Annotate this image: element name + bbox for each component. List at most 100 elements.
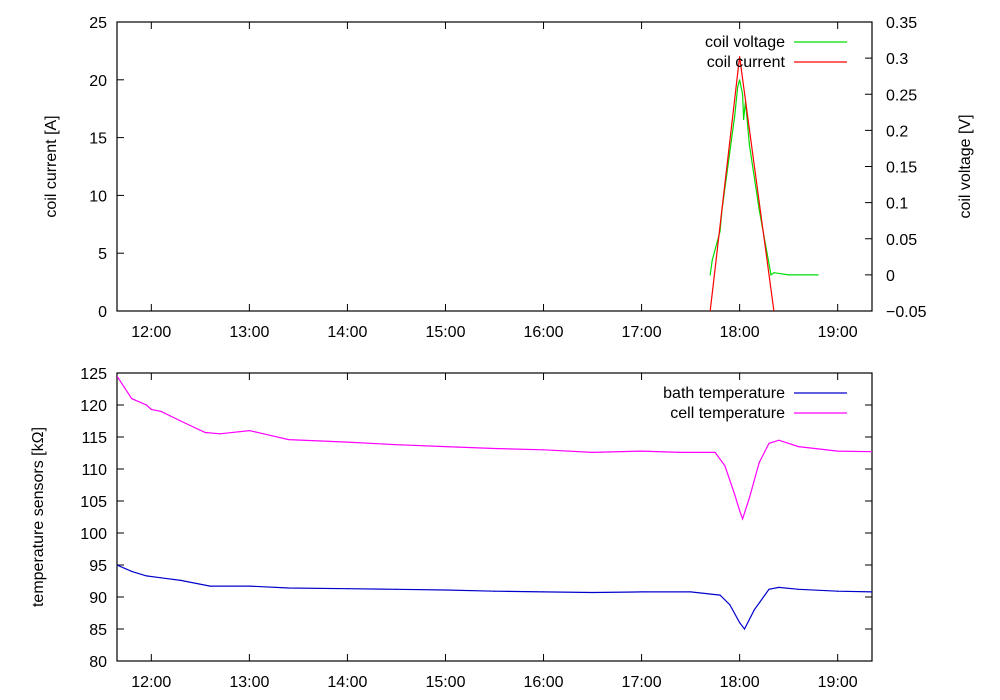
cell-temperature-point	[180, 420, 182, 422]
cell-temperature-point	[871, 451, 872, 453]
coil-current-point	[739, 56, 741, 58]
bath-temperature-point	[690, 591, 692, 593]
coil-voltage-point	[734, 115, 736, 117]
x-tick-label: 13:00	[229, 674, 269, 691]
y-tick-label: 110	[81, 462, 107, 479]
bath-temperature-point	[248, 585, 250, 587]
cell-temperature-point	[739, 510, 741, 512]
y-tick-label: 100	[80, 526, 107, 543]
x-tick-label: 15:00	[425, 324, 465, 341]
coil-voltage-point	[709, 274, 711, 276]
y-tick-label: 5	[98, 246, 107, 263]
y-tick-label: 90	[89, 590, 107, 607]
cell-temperature-point	[778, 439, 780, 441]
coil-voltage-point	[817, 274, 819, 276]
cell-temperature-point	[542, 449, 545, 451]
cell-temperature-point	[131, 398, 133, 400]
y2-tick-label: 0.2	[886, 123, 908, 140]
bath-temperature-point	[145, 575, 148, 577]
bath-temperature-point	[131, 570, 133, 573]
coil-voltage-point	[739, 79, 741, 81]
y-tick-label: 10	[89, 188, 107, 205]
bath-temperature-point	[160, 577, 162, 579]
cell-temperature-point	[748, 497, 751, 499]
cell-temperature-point	[591, 451, 594, 453]
cell-temperature-point	[395, 444, 398, 446]
cell-temperature-point	[204, 431, 206, 434]
cell-temperature-point	[493, 447, 496, 450]
y-tick-label: 85	[89, 622, 107, 639]
y-tick-label: 120	[80, 398, 107, 415]
coil-current-point	[709, 310, 711, 311]
y-axis-label: coil current [A]	[43, 115, 60, 217]
cell-temperature-point	[768, 442, 770, 444]
bath-temperature-point	[837, 590, 839, 592]
cell-temperature-point	[150, 408, 152, 411]
y-tick-label: 15	[89, 131, 107, 148]
coil-voltage-point	[748, 144, 751, 146]
cell-temperature-point	[741, 518, 744, 520]
bath-temperature-point	[542, 591, 545, 593]
cell-temperature-point	[287, 438, 290, 441]
x-tick-label: 16:00	[524, 674, 564, 691]
coil-voltage-point	[742, 118, 745, 121]
cell-temperature-point	[837, 450, 839, 452]
bath-temperature-point	[591, 591, 594, 594]
coil-voltage-point	[741, 93, 744, 95]
legend-label: coil voltage	[705, 34, 785, 51]
x-tick-label: 19:00	[818, 674, 858, 691]
y-tick-label: 25	[89, 15, 107, 32]
bath-temperature-point	[493, 590, 496, 592]
bath-temperature-point	[444, 589, 447, 591]
legend-label: coil current	[707, 54, 786, 71]
y2-tick-label: 0.15	[886, 160, 917, 177]
legend-label: cell temperature	[670, 405, 785, 422]
bath-temperature-point	[287, 587, 290, 589]
x-tick-label: 18:00	[720, 674, 760, 691]
y-axis-label: temperature sensors [kΩ]	[30, 427, 47, 607]
bath-temperature-point	[797, 588, 800, 590]
bath-temperature-point	[209, 585, 211, 587]
cell-temperature-point	[444, 446, 447, 448]
bath-temperature-point	[180, 579, 182, 581]
bath-temperature-point	[640, 591, 643, 593]
y-tick-label: 105	[80, 494, 107, 511]
y-tick-label: 80	[89, 654, 107, 671]
x-tick-label: 14:00	[327, 674, 367, 691]
y-tick-label: 95	[89, 558, 107, 575]
cell-temperature-point	[797, 446, 800, 448]
coil-voltage-point	[770, 274, 772, 276]
x-tick-label: 17:00	[622, 674, 662, 691]
y2-tick-label: 0.05	[886, 232, 917, 249]
x-tick-label: 17:00	[622, 324, 662, 341]
bath-temperature-point	[729, 604, 731, 606]
y-tick-label: 0	[98, 304, 107, 321]
legend-label: bath temperature	[663, 385, 785, 402]
y2-tick-label: −0.05	[886, 304, 927, 321]
cell-temperature-point	[219, 433, 221, 435]
y2-tick-label: 0.25	[886, 87, 917, 104]
coil-voltage-line	[709, 79, 819, 276]
coil-voltage-point	[766, 252, 768, 254]
bath-temperature-point	[871, 591, 872, 593]
coil-voltage-point	[737, 86, 739, 88]
bath-temperature-point	[768, 588, 770, 590]
bath-temperature-point	[346, 588, 349, 590]
y-tick-label: 125	[80, 366, 107, 383]
bath-temperature-point	[117, 564, 118, 566]
coil-voltage-point	[773, 272, 775, 274]
coil-voltage-point	[729, 151, 731, 153]
cell-temperature-point	[714, 451, 716, 453]
cell-temperature-point	[117, 375, 118, 377]
cell-temperature-point	[724, 465, 726, 467]
y2-tick-label: 0.3	[886, 51, 908, 68]
x-tick-label: 14:00	[327, 324, 367, 341]
coil-current-point	[773, 310, 775, 311]
y2-tick-label: 0	[886, 268, 895, 285]
cell-temperature-point	[734, 494, 736, 496]
coil-voltage-point	[711, 259, 713, 262]
cell-temperature-point	[145, 404, 148, 406]
y2-tick-label: 0.1	[886, 196, 908, 213]
coil-voltage-point	[758, 209, 760, 211]
y2-axis-label: coil voltage [V]	[957, 114, 974, 218]
